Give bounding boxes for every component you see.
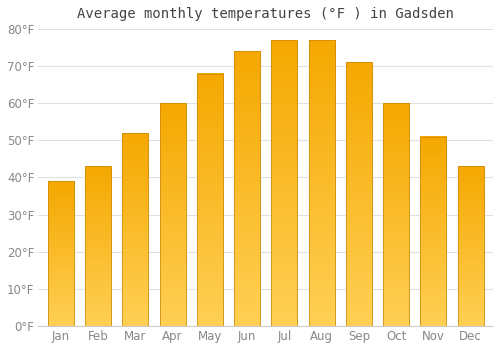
Title: Average monthly temperatures (°F ) in Gadsden: Average monthly temperatures (°F ) in Ga…: [78, 7, 454, 21]
